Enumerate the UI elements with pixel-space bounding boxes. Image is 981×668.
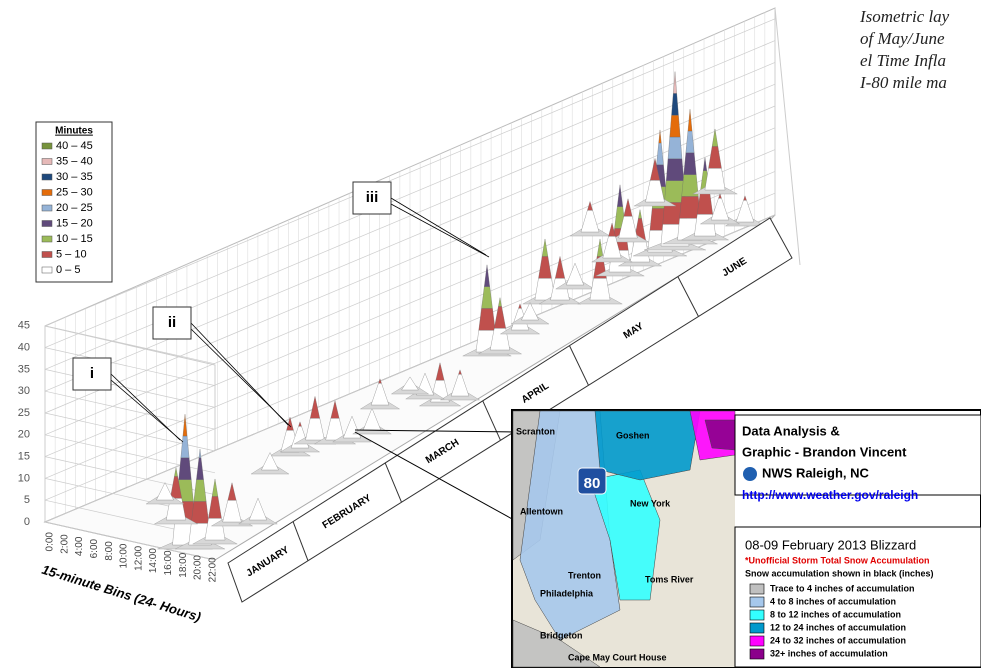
legend-label: 15 – 20 xyxy=(56,217,93,229)
x-tick-label: 10:00 xyxy=(119,543,130,568)
place-label: Toms River xyxy=(645,574,694,584)
x-tick-label: 22:00 xyxy=(207,557,218,582)
legend-swatch xyxy=(42,267,52,273)
caption-line: of May/June xyxy=(860,29,945,48)
callout-label: ii xyxy=(168,314,176,331)
key-swatch xyxy=(750,584,764,594)
spike-band xyxy=(191,501,208,523)
legend-label: 20 – 25 xyxy=(56,202,93,214)
key-label: 24 to 32 inches of accumulation xyxy=(770,635,906,645)
caption-line: Isometric lay xyxy=(859,7,950,26)
legend-title: Minutes xyxy=(55,126,93,137)
place-label: Goshen xyxy=(616,430,650,440)
legend-label: 10 – 15 xyxy=(56,233,93,245)
map-region xyxy=(595,411,700,480)
right-edge xyxy=(775,8,800,265)
callout-label: i xyxy=(90,365,94,382)
key-label: 4 to 8 inches of accumulation xyxy=(770,596,896,606)
spike-band xyxy=(705,168,725,190)
x-tick-label: 16:00 xyxy=(163,550,174,575)
credit-url: http://www.weather.gov/raleigh xyxy=(742,488,918,502)
legend-swatch xyxy=(42,143,52,149)
x-tick-label: 2:00 xyxy=(59,534,70,554)
y-tick-label: 40 xyxy=(18,342,30,354)
key-subtitle: *Unofficial Storm Total Snow Accumulatio… xyxy=(745,555,930,565)
x-tick-label: 18:00 xyxy=(178,552,189,577)
key-note: Snow accumulation shown in black (inches… xyxy=(745,568,934,578)
legend-swatch xyxy=(42,205,52,211)
x-tick-label: 4:00 xyxy=(74,536,85,556)
key-swatch xyxy=(750,623,764,633)
credit-line: Graphic - Brandon Vincent xyxy=(742,444,907,459)
route-label: 80 xyxy=(584,475,601,492)
legend-label: 25 – 30 xyxy=(56,186,93,198)
figure: 0 5 10 15 20 25 30 35 40 45 Isometric lay of May/Ju… xyxy=(0,0,981,668)
credit-line: NWS Raleigh, NC xyxy=(762,465,870,480)
key-swatch xyxy=(750,610,764,620)
spike-band xyxy=(590,278,610,300)
spike-band xyxy=(670,115,681,137)
noaa-logo xyxy=(743,467,757,481)
y-tick-label: 5 xyxy=(24,494,30,506)
x-tick-label: 8:00 xyxy=(104,541,115,561)
spike-band xyxy=(684,153,697,175)
legend-label: 35 – 40 xyxy=(56,155,93,167)
key-label: Trace to 4 inches of accumulation xyxy=(770,583,915,593)
legend-label: 0 – 5 xyxy=(56,264,80,276)
spike-band xyxy=(668,137,682,159)
place-label: Cape May Court House xyxy=(568,652,667,662)
legend-label: 5 – 10 xyxy=(56,248,87,260)
key-swatch xyxy=(750,649,764,659)
caption-line: el Time Infla xyxy=(860,51,946,70)
place-label: Bridgeton xyxy=(540,630,583,640)
legend-label: 40 – 45 xyxy=(56,140,93,152)
legend-swatch xyxy=(42,252,52,258)
y-tick-label: 35 xyxy=(18,363,30,375)
key-title: 08-09 February 2013 Blizzard xyxy=(745,537,916,552)
place-label: Trenton xyxy=(568,570,601,580)
y-tick-label: 45 xyxy=(18,320,30,332)
legend-label: 30 – 35 xyxy=(56,171,93,183)
place-label: New York xyxy=(630,498,671,508)
y-tick-label: 30 xyxy=(18,385,30,397)
legend-swatch xyxy=(42,221,52,227)
key-label: 12 to 24 inches of accumulation xyxy=(770,622,906,632)
y-tick-label: 10 xyxy=(18,472,30,484)
y-tick-label: 0 xyxy=(24,516,30,528)
spike-band xyxy=(666,159,684,181)
x-tick-label: 0:00 xyxy=(45,532,56,552)
x-tick-label: 14:00 xyxy=(148,548,159,573)
place-label: Allentown xyxy=(520,506,563,516)
key-swatch xyxy=(750,597,764,607)
callout-label: iii xyxy=(366,189,379,206)
x-tick-label: 20:00 xyxy=(193,555,204,580)
legend-swatch xyxy=(42,159,52,165)
credit-line: Data Analysis & xyxy=(742,423,840,438)
spike-band xyxy=(479,308,496,330)
place-label: Philadelphia xyxy=(540,588,594,598)
x-tick-label: 12:00 xyxy=(133,545,144,570)
legend-swatch xyxy=(42,174,52,180)
caption-line: I-80 mile ma xyxy=(859,73,947,92)
key-label: 32+ inches of accumulation xyxy=(770,648,888,658)
key-swatch xyxy=(750,636,764,646)
place-label: Scranton xyxy=(516,426,555,436)
spike-band xyxy=(179,458,192,480)
x-tick-label: 6:00 xyxy=(89,538,100,558)
y-tick-label: 15 xyxy=(18,451,30,463)
legend-swatch xyxy=(42,190,52,196)
legend-swatch xyxy=(42,236,52,242)
inset-map: 80 Scranton Goshen Allentown Trenton Philadel… xyxy=(512,410,981,668)
y-tick-label: 25 xyxy=(18,407,30,419)
y-tick-label: 20 xyxy=(18,429,30,441)
key-label: 8 to 12 inches of accumulation xyxy=(770,609,901,619)
